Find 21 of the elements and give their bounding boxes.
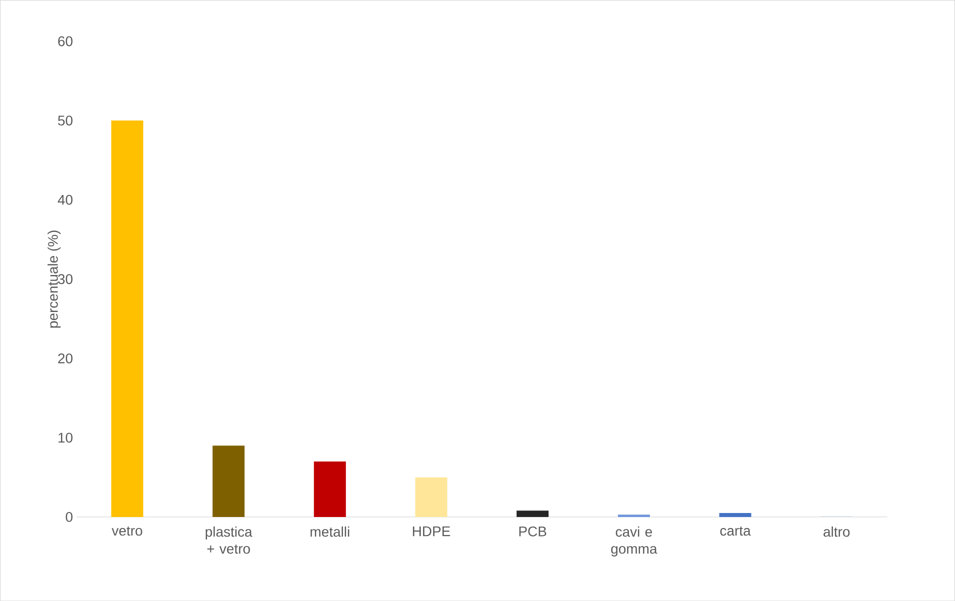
x-tick-label: HDPE [412,526,450,536]
y-tick-label: 10 [58,432,72,443]
bar [111,120,144,517]
y-tick-label: 0 [66,512,72,522]
x-tick-label: plastica + vetro [206,526,252,554]
x-tick-label: metalli [310,526,350,537]
x-tick-label: carta [720,526,751,536]
y-tick-label: 20 [58,353,72,364]
y-tick-label: 50 [58,115,72,126]
y-tick-label: 40 [58,194,72,205]
bar [516,510,549,517]
x-tick-label: altro [824,526,850,537]
y-tick-label: 60 [58,36,72,46]
bar [415,477,448,517]
x-tick-label: vetro [112,526,142,536]
bar [719,512,752,517]
bar [212,446,245,517]
bar [314,461,346,517]
bar [618,514,650,517]
x-tick-label: cavi e gomma [611,526,658,556]
x-tick-label: PCB [519,526,546,536]
